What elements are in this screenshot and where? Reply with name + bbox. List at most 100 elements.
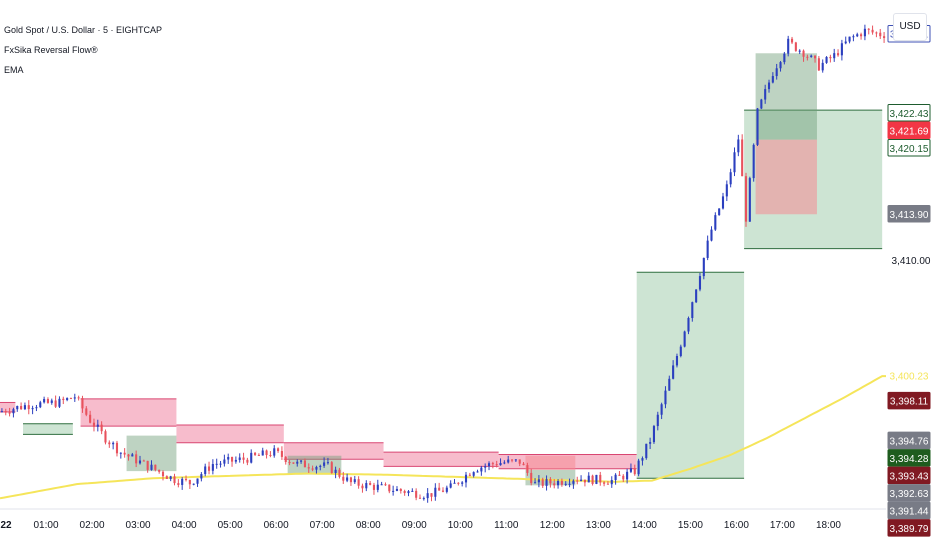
price-tag-label: 3,389.79 xyxy=(890,524,929,535)
price-tag-label: 3,392.63 xyxy=(890,489,929,500)
candle-body xyxy=(764,89,767,100)
candle-body xyxy=(438,487,441,491)
candle-body xyxy=(691,302,694,319)
price-tag-label: 3,393.43 xyxy=(890,471,929,482)
candle-body xyxy=(453,482,456,484)
candle-body xyxy=(541,479,544,486)
candle-body xyxy=(545,479,548,486)
candle-body xyxy=(557,480,560,486)
candle-body xyxy=(399,488,402,492)
candle-body xyxy=(0,411,3,413)
candle-body xyxy=(583,479,586,483)
candle-body xyxy=(277,448,280,452)
price-tag-label: 3,422.43 xyxy=(890,109,929,120)
candle-body xyxy=(418,497,422,499)
resistance-band xyxy=(383,452,499,467)
candle-body xyxy=(20,406,23,410)
candle-body xyxy=(342,476,345,481)
candle-body xyxy=(445,487,448,492)
candle-body xyxy=(200,474,203,479)
candle-body xyxy=(296,461,299,464)
candle-body xyxy=(664,390,667,405)
candle-body xyxy=(771,76,774,83)
indicator-ema[interactable]: EMA xyxy=(4,65,24,75)
currency-button[interactable]: USD xyxy=(893,13,927,41)
candle-body xyxy=(434,487,437,497)
candle-body xyxy=(330,462,333,474)
candle-body xyxy=(603,482,606,484)
candle-body xyxy=(856,34,859,37)
candle-body xyxy=(384,484,387,486)
x-tick-label: 16:00 xyxy=(724,520,749,531)
price-tag-label: 3,421.69 xyxy=(890,126,929,137)
candle-body xyxy=(464,474,468,483)
symbol-title[interactable]: Gold Spot / U.S. Dollar · 5 · EIGHTCAP xyxy=(4,25,163,35)
candle-body xyxy=(718,208,721,216)
candle-body xyxy=(668,378,671,391)
candle-body xyxy=(537,479,540,483)
candle-body xyxy=(123,452,126,455)
candle-body xyxy=(599,474,602,483)
price-tag-label: 3,413.90 xyxy=(890,210,929,221)
indicator-reversal-flow[interactable]: FxSika Reversal Flow® xyxy=(4,45,98,55)
candle-body xyxy=(660,404,663,415)
price-tag-label: 3,398.11 xyxy=(890,397,929,408)
candle-body xyxy=(530,472,533,484)
candle-body xyxy=(392,490,395,492)
candle-body xyxy=(767,82,771,90)
candle-body xyxy=(553,483,556,486)
candle-body xyxy=(323,462,326,466)
candle-body xyxy=(595,474,598,484)
candle-body xyxy=(779,62,782,69)
candle-body xyxy=(610,479,613,485)
candle-body xyxy=(12,409,15,414)
candle-body xyxy=(292,462,295,464)
candle-body xyxy=(503,462,506,464)
price-tag xyxy=(887,431,931,450)
candle-body xyxy=(817,58,820,71)
candle-body xyxy=(35,407,38,409)
resistance-band xyxy=(80,398,177,427)
candle-body xyxy=(729,172,732,185)
candle-body xyxy=(62,398,65,401)
candle-body xyxy=(480,467,483,472)
candle-body xyxy=(752,144,755,179)
candle-body xyxy=(533,482,537,484)
candle-body xyxy=(108,442,111,445)
candle-body xyxy=(449,483,452,488)
candle-body xyxy=(138,460,142,464)
candle-body xyxy=(867,28,870,30)
candle-body xyxy=(219,463,222,465)
candle-body xyxy=(223,459,226,464)
candle-body xyxy=(230,457,234,462)
candle-body xyxy=(618,474,621,476)
candle-body xyxy=(652,426,656,443)
x-tick-label: 15:00 xyxy=(678,520,703,531)
candle-body xyxy=(407,491,410,494)
candle-body xyxy=(250,452,253,463)
candle-body xyxy=(760,99,763,109)
candle-body xyxy=(794,42,797,51)
candle-body xyxy=(403,491,406,494)
price-tag-label: 3,400.23 xyxy=(890,372,929,383)
support-band xyxy=(23,423,73,435)
x-tick-label: 06:00 xyxy=(264,520,289,531)
candle-body xyxy=(825,56,828,63)
candle-body xyxy=(346,477,349,481)
candle-body xyxy=(622,475,625,480)
candle-body xyxy=(580,479,583,481)
candle-body xyxy=(169,476,172,480)
candle-body xyxy=(526,465,529,473)
candle-body xyxy=(204,466,207,475)
x-tick-label: 22 xyxy=(0,520,12,531)
candle-body xyxy=(430,493,433,497)
candle-body xyxy=(89,414,92,423)
x-tick-label: 05:00 xyxy=(218,520,243,531)
price-tag xyxy=(887,366,931,385)
candle-body xyxy=(683,331,686,347)
candle-body xyxy=(675,355,679,366)
candle-body xyxy=(572,480,575,484)
candle-body xyxy=(273,448,276,456)
